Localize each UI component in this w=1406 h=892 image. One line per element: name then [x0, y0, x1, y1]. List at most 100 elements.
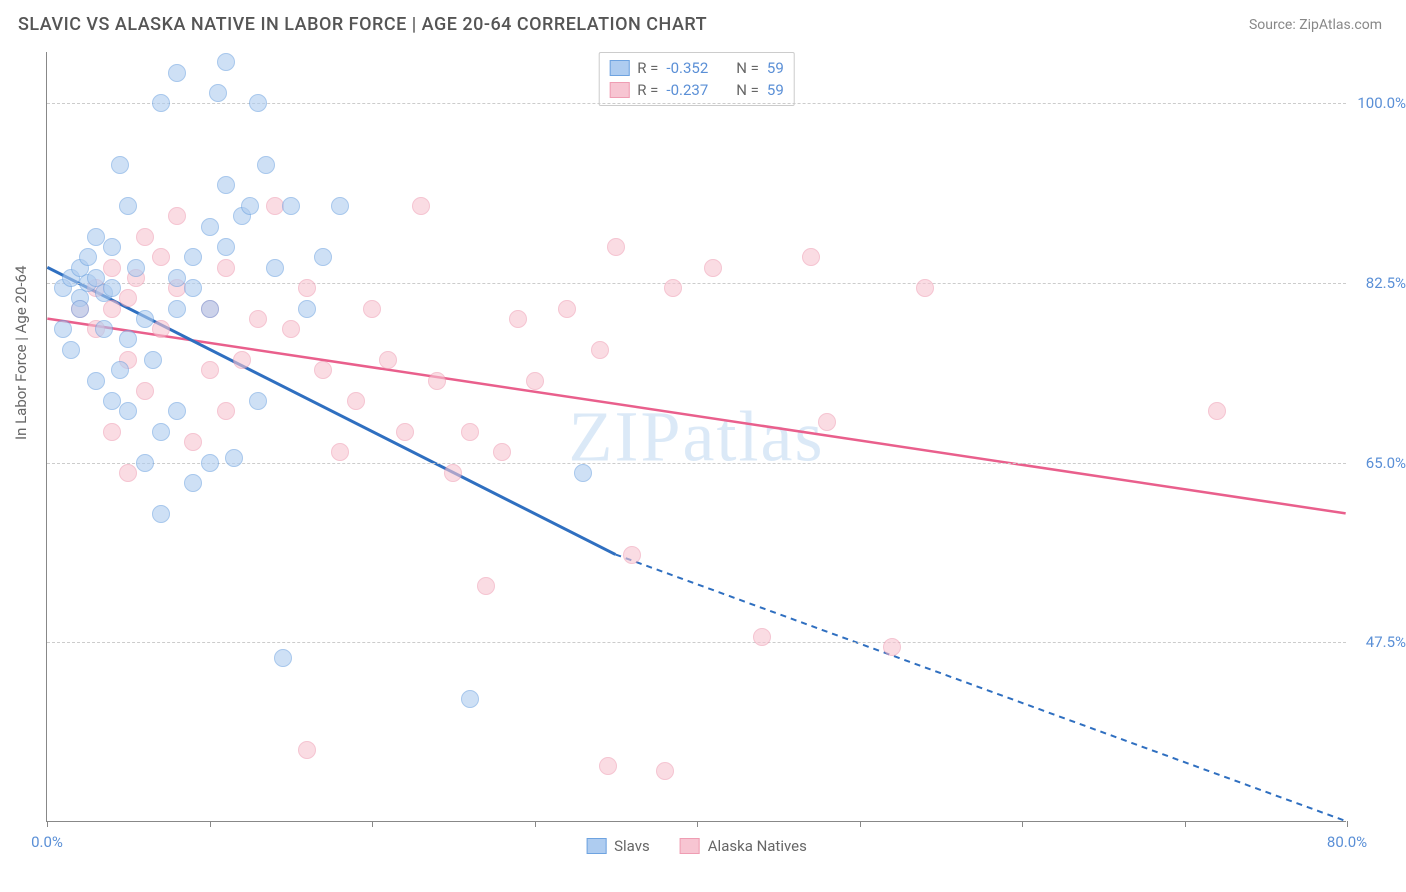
legend-swatch: [609, 60, 629, 76]
trend-lines-svg: [47, 52, 1346, 821]
legend-item: Slavs: [586, 837, 650, 855]
legend-swatch: [680, 838, 700, 854]
data-point: [54, 320, 72, 338]
data-point: [298, 279, 316, 297]
series-legend: Slavs Alaska Natives: [586, 837, 807, 855]
data-point: [168, 269, 186, 287]
data-point: [331, 443, 349, 461]
data-point: [168, 402, 186, 420]
legend-swatch: [586, 838, 606, 854]
grid-line: [47, 283, 1346, 284]
data-point: [201, 300, 219, 318]
data-point: [168, 64, 186, 82]
data-point: [144, 351, 162, 369]
grid-line: [47, 642, 1346, 643]
y-tick-label: 82.5%: [1366, 274, 1406, 292]
data-point: [119, 330, 137, 348]
data-point: [916, 279, 934, 297]
data-point: [298, 741, 316, 759]
data-point: [664, 279, 682, 297]
data-point: [103, 423, 121, 441]
y-tick-label: 100.0%: [1357, 94, 1406, 112]
data-point: [217, 238, 235, 256]
data-point: [103, 238, 121, 256]
data-point: [493, 443, 511, 461]
data-point: [103, 392, 121, 410]
data-point: [103, 300, 121, 318]
data-point: [1208, 402, 1226, 420]
data-point: [184, 433, 202, 451]
legend-label: Slavs: [614, 837, 650, 855]
data-point: [282, 320, 300, 338]
grid-line: [47, 103, 1346, 104]
data-point: [818, 413, 836, 431]
data-point: [623, 546, 641, 564]
data-point: [266, 259, 284, 277]
data-point: [62, 341, 80, 359]
data-point: [249, 310, 267, 328]
data-point: [184, 248, 202, 266]
data-point: [883, 638, 901, 656]
data-point: [95, 320, 113, 338]
data-point: [225, 449, 243, 467]
data-point: [444, 464, 462, 482]
data-point: [704, 259, 722, 277]
data-point: [412, 197, 430, 215]
data-point: [509, 310, 527, 328]
x-tick-label: 0.0%: [31, 833, 63, 851]
x-tick: [860, 821, 861, 827]
x-tick: [1347, 821, 1348, 827]
data-point: [249, 392, 267, 410]
data-point: [136, 228, 154, 246]
n-label: N =: [736, 81, 759, 99]
data-point: [656, 762, 674, 780]
data-point: [119, 402, 137, 420]
legend-item: Alaska Natives: [680, 837, 807, 855]
data-point: [201, 361, 219, 379]
data-point: [152, 248, 170, 266]
x-tick: [535, 821, 536, 827]
data-point: [461, 423, 479, 441]
data-point: [119, 464, 137, 482]
data-point: [119, 197, 137, 215]
data-point: [599, 757, 617, 775]
data-point: [257, 156, 275, 174]
r-value: -0.352: [666, 59, 708, 77]
correlation-legend: R =-0.352N =59R =-0.237N =59: [598, 52, 795, 106]
data-point: [201, 454, 219, 472]
y-tick-label: 47.5%: [1366, 633, 1406, 651]
data-point: [103, 279, 121, 297]
data-point: [477, 577, 495, 595]
chart-header: SLAVIC VS ALASKA NATIVE IN LABOR FORCE |…: [0, 0, 1406, 43]
data-point: [201, 218, 219, 236]
n-value: 59: [767, 81, 784, 99]
data-point: [119, 289, 137, 307]
n-label: N =: [736, 59, 759, 77]
data-point: [71, 300, 89, 318]
data-point: [111, 361, 129, 379]
data-point: [233, 351, 251, 369]
data-point: [802, 248, 820, 266]
y-axis-label: In Labor Force | Age 20-64: [12, 266, 30, 440]
data-point: [379, 351, 397, 369]
data-point: [127, 259, 145, 277]
data-point: [363, 300, 381, 318]
chart-source: Source: ZipAtlas.com: [1249, 17, 1382, 33]
data-point: [136, 382, 154, 400]
data-point: [331, 197, 349, 215]
data-point: [282, 197, 300, 215]
data-point: [184, 474, 202, 492]
legend-swatch: [609, 82, 629, 98]
data-point: [152, 505, 170, 523]
legend-row: R =-0.237N =59: [609, 79, 784, 101]
data-point: [753, 628, 771, 646]
data-point: [111, 156, 129, 174]
data-point: [558, 300, 576, 318]
grid-line: [47, 463, 1346, 464]
r-label: R =: [637, 59, 658, 77]
chart-title: SLAVIC VS ALASKA NATIVE IN LABOR FORCE |…: [18, 14, 707, 35]
data-point: [87, 228, 105, 246]
data-point: [298, 300, 316, 318]
data-point: [136, 310, 154, 328]
x-tick: [697, 821, 698, 827]
